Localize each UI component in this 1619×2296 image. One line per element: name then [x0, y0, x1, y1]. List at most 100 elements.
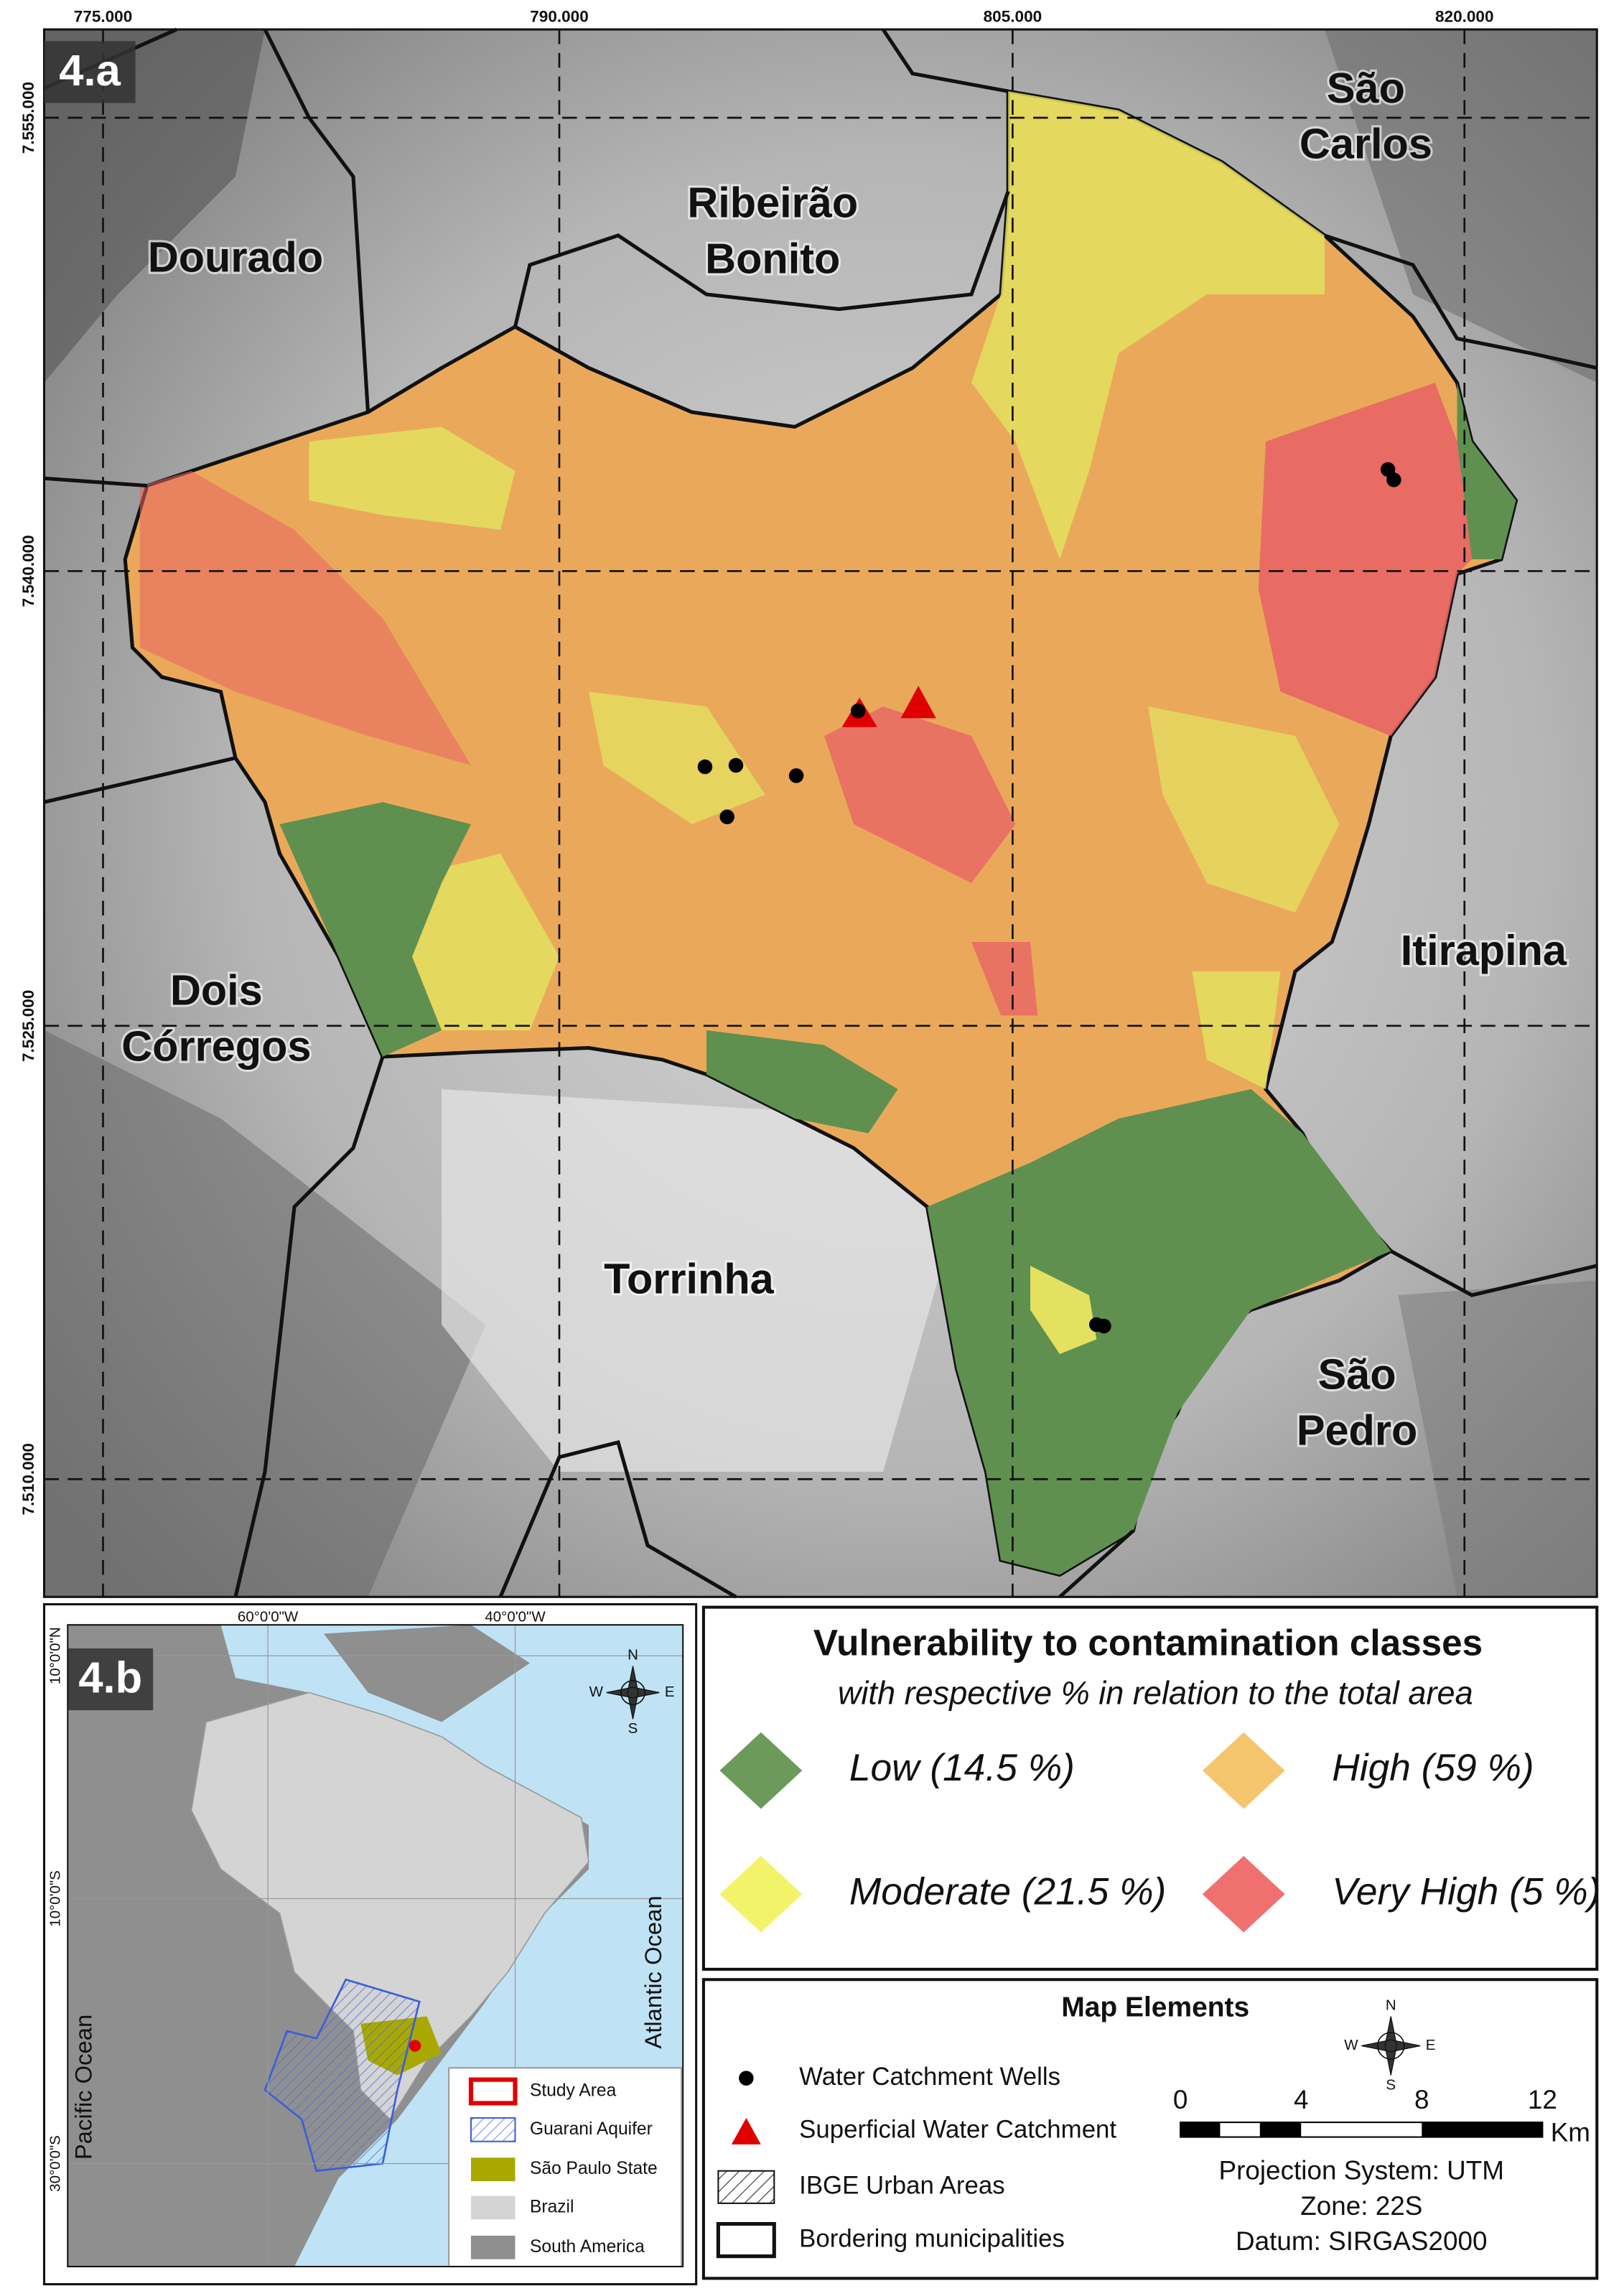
inset-lon-label: 60°0'0"W — [238, 1608, 299, 1625]
moderate-zone — [1030, 1266, 1097, 1354]
low-zone — [706, 1030, 898, 1134]
compass-letter: N — [1386, 1997, 1396, 2014]
inset-map — [42, 1602, 698, 2286]
legend-subtitle: with respective % in relation to the tot… — [838, 1675, 1473, 1712]
surface-catchment — [900, 686, 936, 719]
element-label: IBGE Urban Areas — [799, 2172, 1005, 2200]
main-map — [42, 27, 1598, 1599]
inset-legend-label: Guarani Aquifer — [530, 2119, 653, 2139]
moderate-zone — [309, 426, 515, 530]
x-coordinate-label: 775.000 — [74, 8, 133, 26]
compass-letter: E — [1426, 2037, 1436, 2053]
scale-label: 0 — [1173, 2085, 1188, 2114]
inset-lat-label: 10°0'0"S — [47, 1870, 63, 1927]
compass-rose — [1361, 2016, 1421, 2076]
y-coordinate-label: 7.555.000 — [19, 82, 37, 154]
urban-symbol — [717, 2170, 775, 2204]
compass-letter: W — [1344, 2037, 1358, 2053]
compass-letter: E — [665, 1684, 675, 1700]
class-swatch — [719, 1732, 803, 1809]
legend-title: Vulnerability to contamination classes — [813, 1622, 1483, 1663]
compass-letter: S — [628, 1720, 638, 1737]
scale-segment — [1259, 2122, 1302, 2137]
x-coordinate-label: 820.000 — [1435, 8, 1494, 26]
moderate-zone — [412, 854, 559, 1030]
border — [513, 190, 1010, 327]
moderate-zone — [1192, 971, 1281, 1089]
very-high-zone — [139, 471, 471, 765]
moderate-zone — [589, 691, 765, 824]
municipality-name: Ribeirão — [687, 179, 858, 227]
municipality-name: São — [1318, 1350, 1396, 1399]
scale-label: 8 — [1414, 2085, 1429, 2114]
north-america — [324, 1625, 530, 1722]
class-legend — [701, 1605, 1599, 1971]
brazil — [190, 1691, 589, 2121]
border — [1324, 233, 1597, 370]
low-zone — [927, 1089, 1391, 1575]
wells — [697, 462, 1401, 1334]
legend-frame — [701, 1605, 1599, 1971]
well-symbol — [739, 2071, 754, 2086]
compass-letter: S — [1386, 2076, 1396, 2093]
border — [1058, 1529, 1135, 1599]
well — [788, 768, 804, 783]
class-label: High (59 %) — [1332, 1747, 1534, 1789]
scale-segment — [1422, 2122, 1543, 2137]
inset-legend-label: Study Area — [530, 2081, 617, 2101]
legend-swatch — [471, 2157, 515, 2182]
compass-ring — [620, 1680, 645, 1705]
map-frame — [42, 28, 1598, 1598]
scale-label: 12 — [1528, 2085, 1557, 2114]
inset-frame — [67, 1624, 684, 2268]
legend-swatch — [468, 2077, 518, 2106]
class-swatch — [1202, 1856, 1285, 1933]
municipality-name: Itirapina — [1401, 926, 1567, 974]
municipality-name: Dourado — [148, 233, 323, 281]
border — [498, 1439, 737, 1599]
projection-text: Zone: 22S — [1300, 2191, 1422, 2221]
well — [728, 757, 744, 773]
well — [1096, 1318, 1111, 1334]
y-coordinate-label: 7.540.000 — [19, 535, 37, 607]
well — [697, 759, 713, 775]
municipality-name: Dois — [170, 966, 263, 1014]
panel-label: 4.a — [59, 46, 121, 95]
scale-unit: Km — [1551, 2117, 1590, 2147]
well — [719, 809, 734, 824]
municipality-name: Bonito — [705, 235, 840, 283]
map-elements — [701, 1978, 1599, 2280]
municipal-borders — [43, 27, 1597, 1599]
compass-letter: N — [627, 1647, 638, 1663]
panel-label: 4.b — [78, 1653, 142, 1702]
municipality-name: Córregos — [121, 1022, 311, 1070]
study-area-marker — [409, 2040, 421, 2052]
element-label: Superficial Water Catchment — [799, 2116, 1116, 2144]
ocean-label: Pacific Ocean — [70, 2015, 97, 2160]
low-zone — [279, 802, 471, 1057]
inset-legend-label: South America — [530, 2237, 645, 2257]
inset-legend-label: São Paulo State — [530, 2159, 658, 2178]
class-label: Low (14.5 %) — [849, 1747, 1075, 1789]
municipality-name: Pedro — [1297, 1406, 1417, 1454]
class-label: Moderate (21.5 %) — [849, 1870, 1166, 1913]
scale-segment — [1180, 2122, 1221, 2137]
municipality-name: Carlos — [1300, 120, 1432, 168]
legend-swatch — [471, 2235, 515, 2259]
x-coordinate-label: 790.000 — [530, 8, 589, 26]
class-swatch — [719, 1856, 803, 1933]
well — [1386, 472, 1401, 487]
legend-swatch — [471, 2195, 515, 2220]
border — [1390, 1249, 1597, 1297]
very-high-zone — [1258, 383, 1472, 736]
projection-text: Datum: SIRGAS2000 — [1236, 2226, 1487, 2256]
projection-text: Projection System: UTM — [1218, 2156, 1504, 2185]
border — [44, 476, 148, 488]
element-label: Bordering municipalities — [799, 2224, 1065, 2252]
guarani-aquifer — [263, 1978, 421, 2173]
inset-legend-label: Brazil — [530, 2198, 574, 2217]
inset-lat-label: 30°0'0"S — [47, 2135, 63, 2192]
border — [881, 28, 1009, 93]
x-coordinate-label: 805.000 — [984, 8, 1042, 26]
